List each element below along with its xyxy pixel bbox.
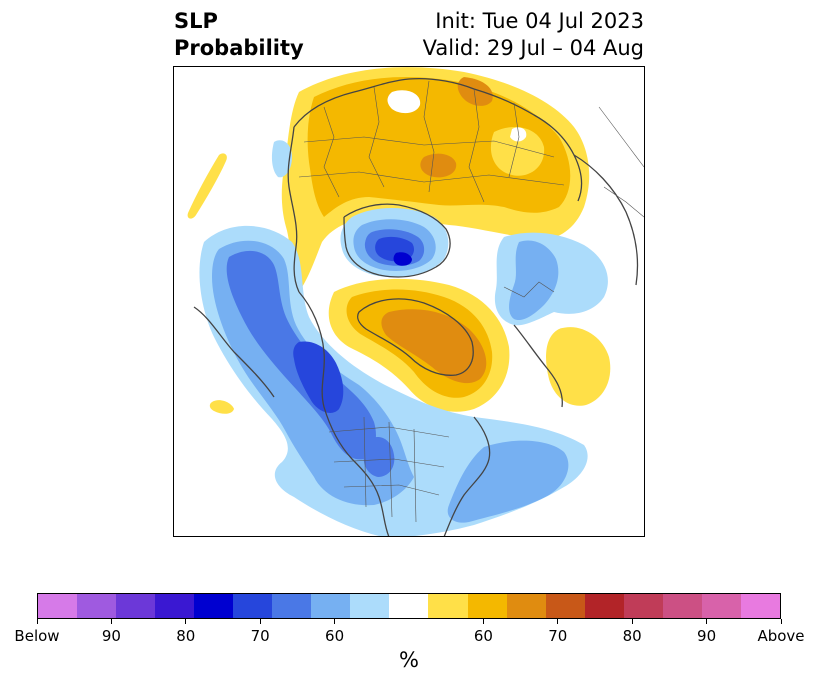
colorbar-segment [155, 594, 195, 618]
below-65-atlantic [447, 440, 569, 523]
below-60-northpacific [271, 140, 292, 178]
colorbar-segment [545, 594, 585, 618]
colorbar-segment [623, 594, 663, 618]
above-55-atlantic [546, 327, 611, 406]
below-75-canada [293, 341, 344, 413]
title-right: Init: Tue 04 Jul 2023 Valid: 29 Jul – 04… [423, 8, 644, 62]
colorbar-tick-mark [259, 619, 261, 624]
colorbar-tick-mark [482, 619, 484, 624]
below-normal-regions [199, 140, 608, 536]
colorbar-segment [389, 594, 429, 618]
above-70-greenland [381, 309, 487, 384]
colorbar-tick-label: Above [757, 627, 805, 645]
colorbar-segment [506, 594, 546, 618]
colorbar-tick-label: 80 [176, 627, 196, 645]
colorbar-segment [38, 594, 78, 618]
colorbar-tick-label: 60 [325, 627, 345, 645]
colorbar-segment [311, 594, 351, 618]
title-left: SLP Probability [174, 8, 304, 62]
colorbar-tick-label: 90 [697, 627, 717, 645]
colorbar-tick-label: 70 [250, 627, 270, 645]
colorbar-segment [662, 594, 702, 618]
colorbar-segment [233, 594, 273, 618]
political-borders [298, 80, 644, 523]
colorbar-segment [467, 594, 507, 618]
title-variable: SLP [174, 9, 218, 33]
colorbar-tick-label: Below [14, 627, 60, 645]
colorbar-segment [584, 594, 624, 618]
colorbar-tick-label: 90 [101, 627, 121, 645]
colorbar-tick-mark [110, 619, 112, 624]
above-55-pacific-stripe [187, 153, 227, 219]
colorbar-tick-mark [185, 619, 187, 624]
colorbar-tick-mark [706, 619, 708, 624]
colorbar [37, 593, 781, 619]
above-70-siberia [420, 153, 457, 178]
below-70-us [363, 436, 395, 477]
colorbar-tick-label: 70 [548, 627, 568, 645]
colorbar-tick-mark [557, 619, 559, 624]
colorbar-tick-label: 80 [622, 627, 642, 645]
probability-map [174, 67, 644, 536]
above-55-pacific-blob [209, 400, 234, 414]
title-product: Probability [174, 36, 304, 60]
colorbar-segment [116, 594, 156, 618]
colorbar-tick-label: 60 [473, 627, 493, 645]
above-60-eurasia [307, 77, 571, 217]
above-70-eastsib [457, 77, 493, 106]
colorbar-tick-mark [780, 619, 782, 624]
colorbar-segment [428, 594, 468, 618]
colorbar-tick-mark [36, 619, 38, 624]
valid-range: Valid: 29 Jul – 04 Aug [422, 36, 644, 60]
colorbar-segment [194, 594, 234, 618]
colorbar-segment [77, 594, 117, 618]
colorbar-segment [350, 594, 390, 618]
colorbar-segment [740, 594, 780, 618]
colorbar-unit-label: % [399, 648, 419, 672]
init-date: Init: Tue 04 Jul 2023 [435, 9, 644, 33]
colorbar-segment [701, 594, 741, 618]
map-panel [173, 66, 645, 537]
colorbar-tick-mark [631, 619, 633, 624]
below-80-arctic [393, 252, 412, 266]
below-65-europe [509, 240, 559, 321]
colorbar-segment [272, 594, 312, 618]
above-normal-regions [187, 67, 611, 414]
colorbar-tick-mark [334, 619, 336, 624]
